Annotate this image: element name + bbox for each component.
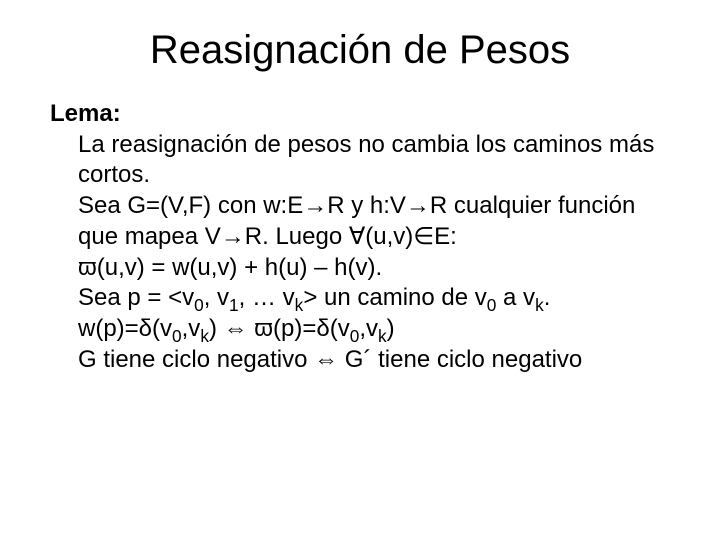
t: ,v	[359, 315, 378, 342]
t: , … v	[239, 284, 295, 311]
t: > un camino de v	[303, 284, 486, 311]
lemma-body: La reasignación de pesos no cambia los c…	[50, 130, 670, 376]
t: ) ⇔ ϖ(p)=δ(v	[209, 315, 350, 342]
sub: 0	[487, 295, 497, 315]
text-line-2: Sea G=(V,F) con w:E→R y h:V→R cualquier …	[78, 191, 670, 252]
text-line-1: La reasignación de pesos no cambia los c…	[78, 130, 670, 191]
sub: k	[535, 295, 544, 315]
sub: 1	[229, 295, 239, 315]
t: w(p)=δ(v	[78, 315, 172, 342]
text-line-3: ϖ(u,v) = w(u,v) + h(u) – h(v).	[78, 253, 670, 284]
sub: 0	[194, 295, 204, 315]
t: ,v	[182, 315, 201, 342]
lemma-label: Lema:	[50, 99, 670, 130]
sub: k	[200, 326, 209, 346]
t: )	[387, 315, 395, 342]
t: , v	[204, 284, 229, 311]
t: Sea p = <v	[78, 284, 194, 311]
text-line-cycle: G tiene ciclo negativo ⇔ G´ tiene ciclo …	[78, 345, 670, 376]
t: a v	[496, 284, 535, 311]
text-line-path: Sea p = <v0, v1, … vk> un camino de v0 a…	[78, 283, 670, 314]
sub: 0	[172, 326, 182, 346]
text-line-weight: w(p)=δ(v0,vk) ⇔ ϖ(p)=δ(v0,vk)	[78, 314, 670, 345]
slide: Reasignación de Pesos Lema: La reasignac…	[0, 0, 720, 540]
t: .	[544, 284, 551, 311]
sub: k	[378, 326, 387, 346]
slide-title: Reasignación de Pesos	[50, 28, 670, 73]
slide-content: Lema: La reasignación de pesos no cambia…	[50, 99, 670, 375]
sub: 0	[350, 326, 360, 346]
